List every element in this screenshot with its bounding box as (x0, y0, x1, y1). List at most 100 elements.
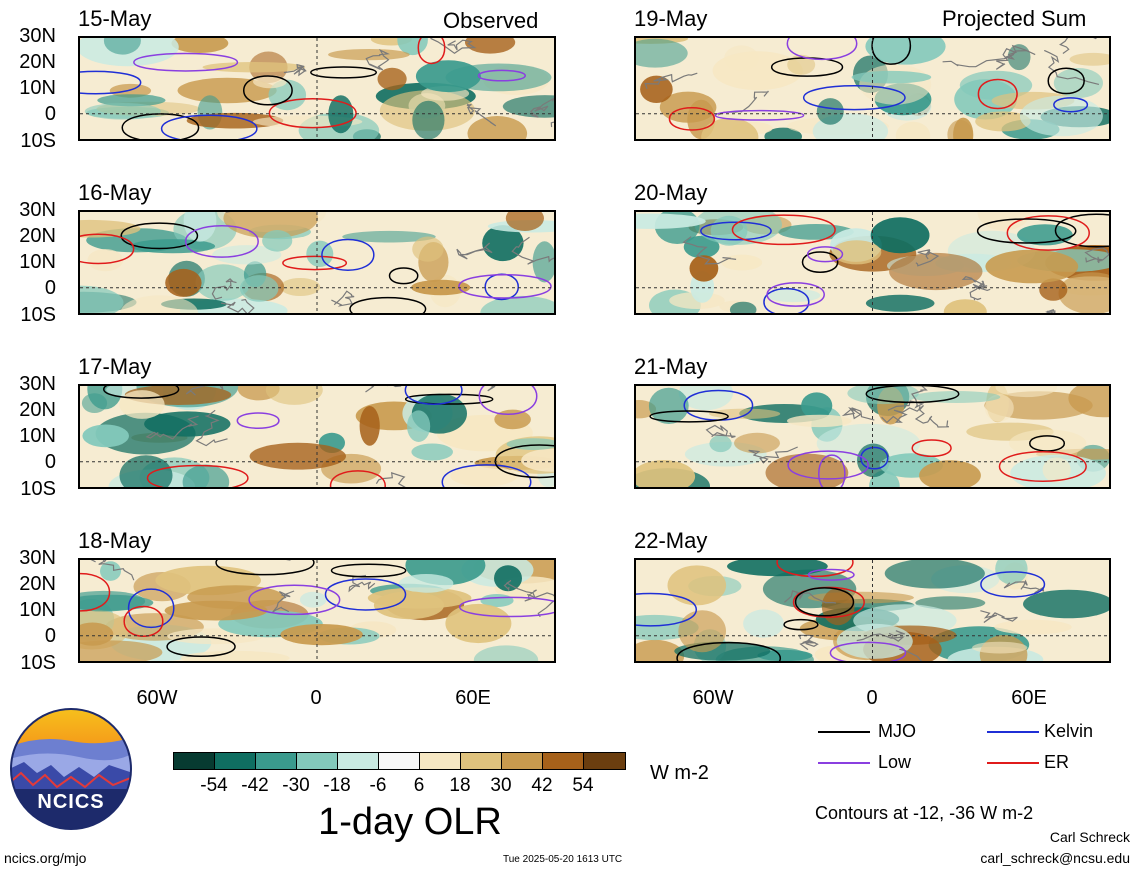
panel-title-left-4: 18-May (78, 528, 152, 553)
map-panel-right-2 (634, 210, 1111, 315)
wave-contour (458, 596, 554, 618)
wave-contour (166, 636, 236, 658)
olr-anomaly-blob (81, 393, 108, 413)
olr-anomaly-blob (743, 609, 784, 638)
wave-contour (636, 592, 698, 627)
colorbar-cell (379, 753, 420, 769)
wave-contour (324, 578, 407, 611)
coastline (914, 406, 950, 428)
olr-map (636, 386, 1109, 487)
wave-contour (871, 38, 912, 65)
coastline (899, 648, 922, 661)
lat-label: 10N (19, 251, 56, 273)
olr-anomaly-blob (884, 560, 985, 589)
coastline (980, 610, 1018, 623)
olr-anomaly-blob (532, 241, 554, 283)
colorbar-tick-label: -54 (200, 775, 228, 796)
wave-contour (783, 618, 819, 631)
coastline (511, 236, 554, 265)
olr-anomaly-blob (480, 295, 554, 313)
wave-contour (127, 588, 175, 629)
olr-anomaly-blob (119, 455, 173, 487)
olr-map (636, 38, 1109, 139)
colorbar-units: W m-2 (650, 762, 709, 784)
wave-contour (980, 571, 1046, 598)
wave-contour (441, 464, 532, 487)
lat-label: 10N (19, 599, 56, 621)
footer-email[interactable]: carl_schreck@ncsu.edu (980, 850, 1130, 866)
olr-anomaly-blob (915, 596, 986, 610)
wave-contour (215, 560, 315, 576)
olr-anomaly-blob (851, 70, 932, 84)
wave-contour (802, 85, 906, 111)
colorbar-tick-label: 42 (531, 775, 553, 796)
olr-anomaly-blob (412, 236, 444, 262)
coastline (365, 48, 390, 71)
wave-contour (184, 225, 259, 258)
wave-contour (80, 573, 111, 612)
olr-anomaly-blob (223, 212, 318, 239)
coastline (1059, 38, 1097, 54)
ncics-logo: NCICS (9, 707, 133, 831)
colorbar-cell (256, 753, 297, 769)
olr-anomaly-blob (165, 268, 202, 297)
lon-label-0-left: 0 (310, 687, 322, 709)
wave-contour (794, 587, 855, 617)
wave-contour (388, 267, 419, 285)
olr-anomaly-blob (80, 219, 141, 238)
coastline (90, 560, 135, 581)
olr-anomaly-blob (985, 249, 1079, 284)
coastline (644, 72, 698, 90)
coastline (375, 472, 406, 487)
wave-contour (998, 450, 1087, 483)
colorbar-cell (215, 753, 256, 769)
olr-anomaly-blob (954, 79, 1017, 120)
olr-anomaly-blob (84, 103, 161, 120)
wave-contour (770, 57, 844, 77)
coastline (211, 278, 237, 300)
olr-anomaly-blob (994, 619, 1072, 635)
olr-anomaly-blob (889, 252, 983, 291)
wave-contour (911, 439, 952, 458)
wave-contour (714, 109, 805, 121)
coastline (524, 589, 554, 618)
lat-label: 10S (20, 304, 56, 326)
olr-anomaly-blob (202, 62, 306, 73)
olr-anomaly-blob (171, 38, 229, 53)
olr-anomaly-blob (521, 448, 554, 472)
wave-contour (818, 454, 846, 487)
olr-anomaly-blob (80, 285, 124, 313)
olr-anomaly-blob (816, 423, 921, 464)
lat-label: 0 (44, 103, 56, 125)
olr-anomaly-blob (120, 295, 198, 313)
wave-contour (683, 389, 754, 421)
olr-anomaly-blob (342, 230, 436, 243)
lat-label: 10N (19, 77, 56, 99)
olr-anomaly-blob (701, 118, 759, 139)
coastline (1003, 579, 1045, 594)
colorbar-tick-label: -18 (323, 775, 351, 796)
olr-anomaly-blob (1009, 429, 1087, 457)
wave-contour (1047, 67, 1085, 95)
wave-contour (807, 568, 855, 581)
olr-anomaly-blob (648, 387, 689, 424)
olr-anomaly-blob (494, 565, 522, 592)
wave-contour (160, 114, 258, 139)
olr-anomaly-blob (299, 591, 327, 608)
wave-contour (865, 386, 960, 404)
olr-anomaly-blob (144, 411, 231, 437)
lat-label: 10S (20, 130, 56, 152)
olr-anomaly-blob (836, 623, 913, 659)
colorbar-tick-label: -42 (241, 775, 269, 796)
logo-text: NCICS (37, 791, 105, 813)
lat-label: 30N (19, 25, 56, 47)
coastline (503, 580, 536, 600)
wave-contour (477, 69, 526, 82)
olr-anomaly-blob (975, 111, 1031, 132)
olr-anomaly-blob (280, 624, 363, 646)
wave-contour (1054, 213, 1109, 248)
olr-anomaly-blob (947, 119, 973, 139)
footer-url[interactable]: ncics.org/mjo (4, 850, 87, 866)
lat-label: 0 (44, 625, 56, 647)
olr-anomaly-blob (82, 424, 129, 448)
